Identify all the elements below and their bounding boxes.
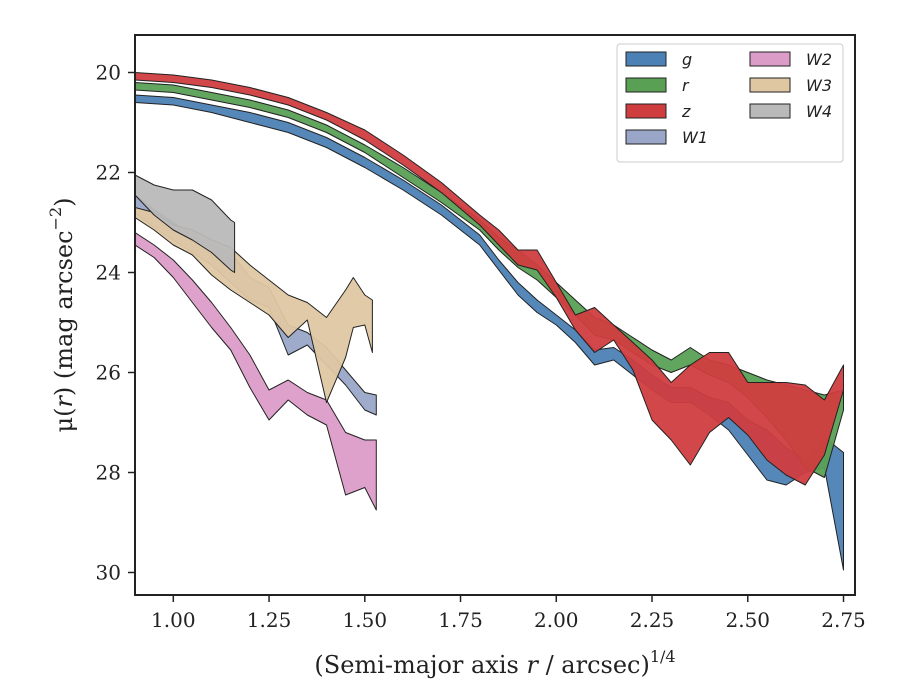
legend-item-w3: W3 — [749, 76, 832, 95]
legend-item-w4: W4 — [749, 102, 832, 121]
legend-swatch — [625, 103, 667, 119]
legend-label: W4 — [806, 102, 832, 121]
x-tick-label: 1.25 — [247, 608, 292, 632]
legend: grz W1 W2 W3 W4 — [616, 43, 844, 163]
x-tick-label: 1.75 — [438, 608, 483, 632]
legend-swatch — [749, 51, 791, 67]
x-tick-label: 2.75 — [821, 608, 866, 632]
legend-item-z: z — [625, 102, 691, 121]
x-axis-ticks: 1.00 1.25 1.50 1.75 2.00 2.25 2.50 2.75 — [151, 595, 866, 632]
legend-label: W2 — [806, 50, 832, 69]
x-tick-label: 2.00 — [534, 608, 579, 632]
series-layer — [135, 72, 844, 571]
legend-item-w2: W2 — [749, 50, 832, 69]
legend-label: r — [682, 76, 690, 95]
y-tick-label: 26 — [96, 361, 121, 385]
y-tick-label: 30 — [96, 561, 121, 585]
y-axis-ticks: 20 22 24 26 28 30 — [96, 61, 135, 585]
x-tick-label: 1.50 — [343, 608, 388, 632]
legend-box — [616, 43, 844, 163]
y-tick-label: 28 — [96, 461, 121, 485]
x-tick-label: 2.50 — [726, 608, 771, 632]
series-band-w4 — [135, 174, 236, 273]
legend-swatch — [625, 51, 667, 67]
legend-label: z — [681, 102, 691, 121]
y-tick-label: 24 — [96, 261, 121, 285]
x-axis-label: (Semi-major axis r / arcsec)1/4 — [314, 647, 675, 679]
legend-label: W3 — [806, 76, 832, 95]
legend-swatch — [749, 77, 791, 93]
x-tick-label: 1.00 — [151, 608, 196, 632]
y-tick-label: 20 — [96, 61, 121, 85]
plot-frame — [134, 34, 856, 596]
legend-swatch — [749, 103, 791, 119]
y-tick-label: 22 — [96, 161, 121, 185]
legend-item-w1: W1 — [625, 128, 708, 147]
legend-label: W1 — [682, 128, 708, 147]
legend-swatch — [625, 129, 667, 145]
legend-item-r: r — [625, 76, 690, 95]
legend-label: g — [682, 50, 692, 69]
series-band-g — [135, 94, 844, 571]
series-band-z — [135, 72, 844, 486]
legend-item-g: g — [625, 50, 692, 69]
legend-swatch — [625, 77, 667, 93]
x-tick-label: 2.25 — [630, 608, 675, 632]
series-band-w2 — [135, 232, 377, 511]
y-axis-label: μ(r) (mag arcsec−2) — [46, 197, 78, 432]
